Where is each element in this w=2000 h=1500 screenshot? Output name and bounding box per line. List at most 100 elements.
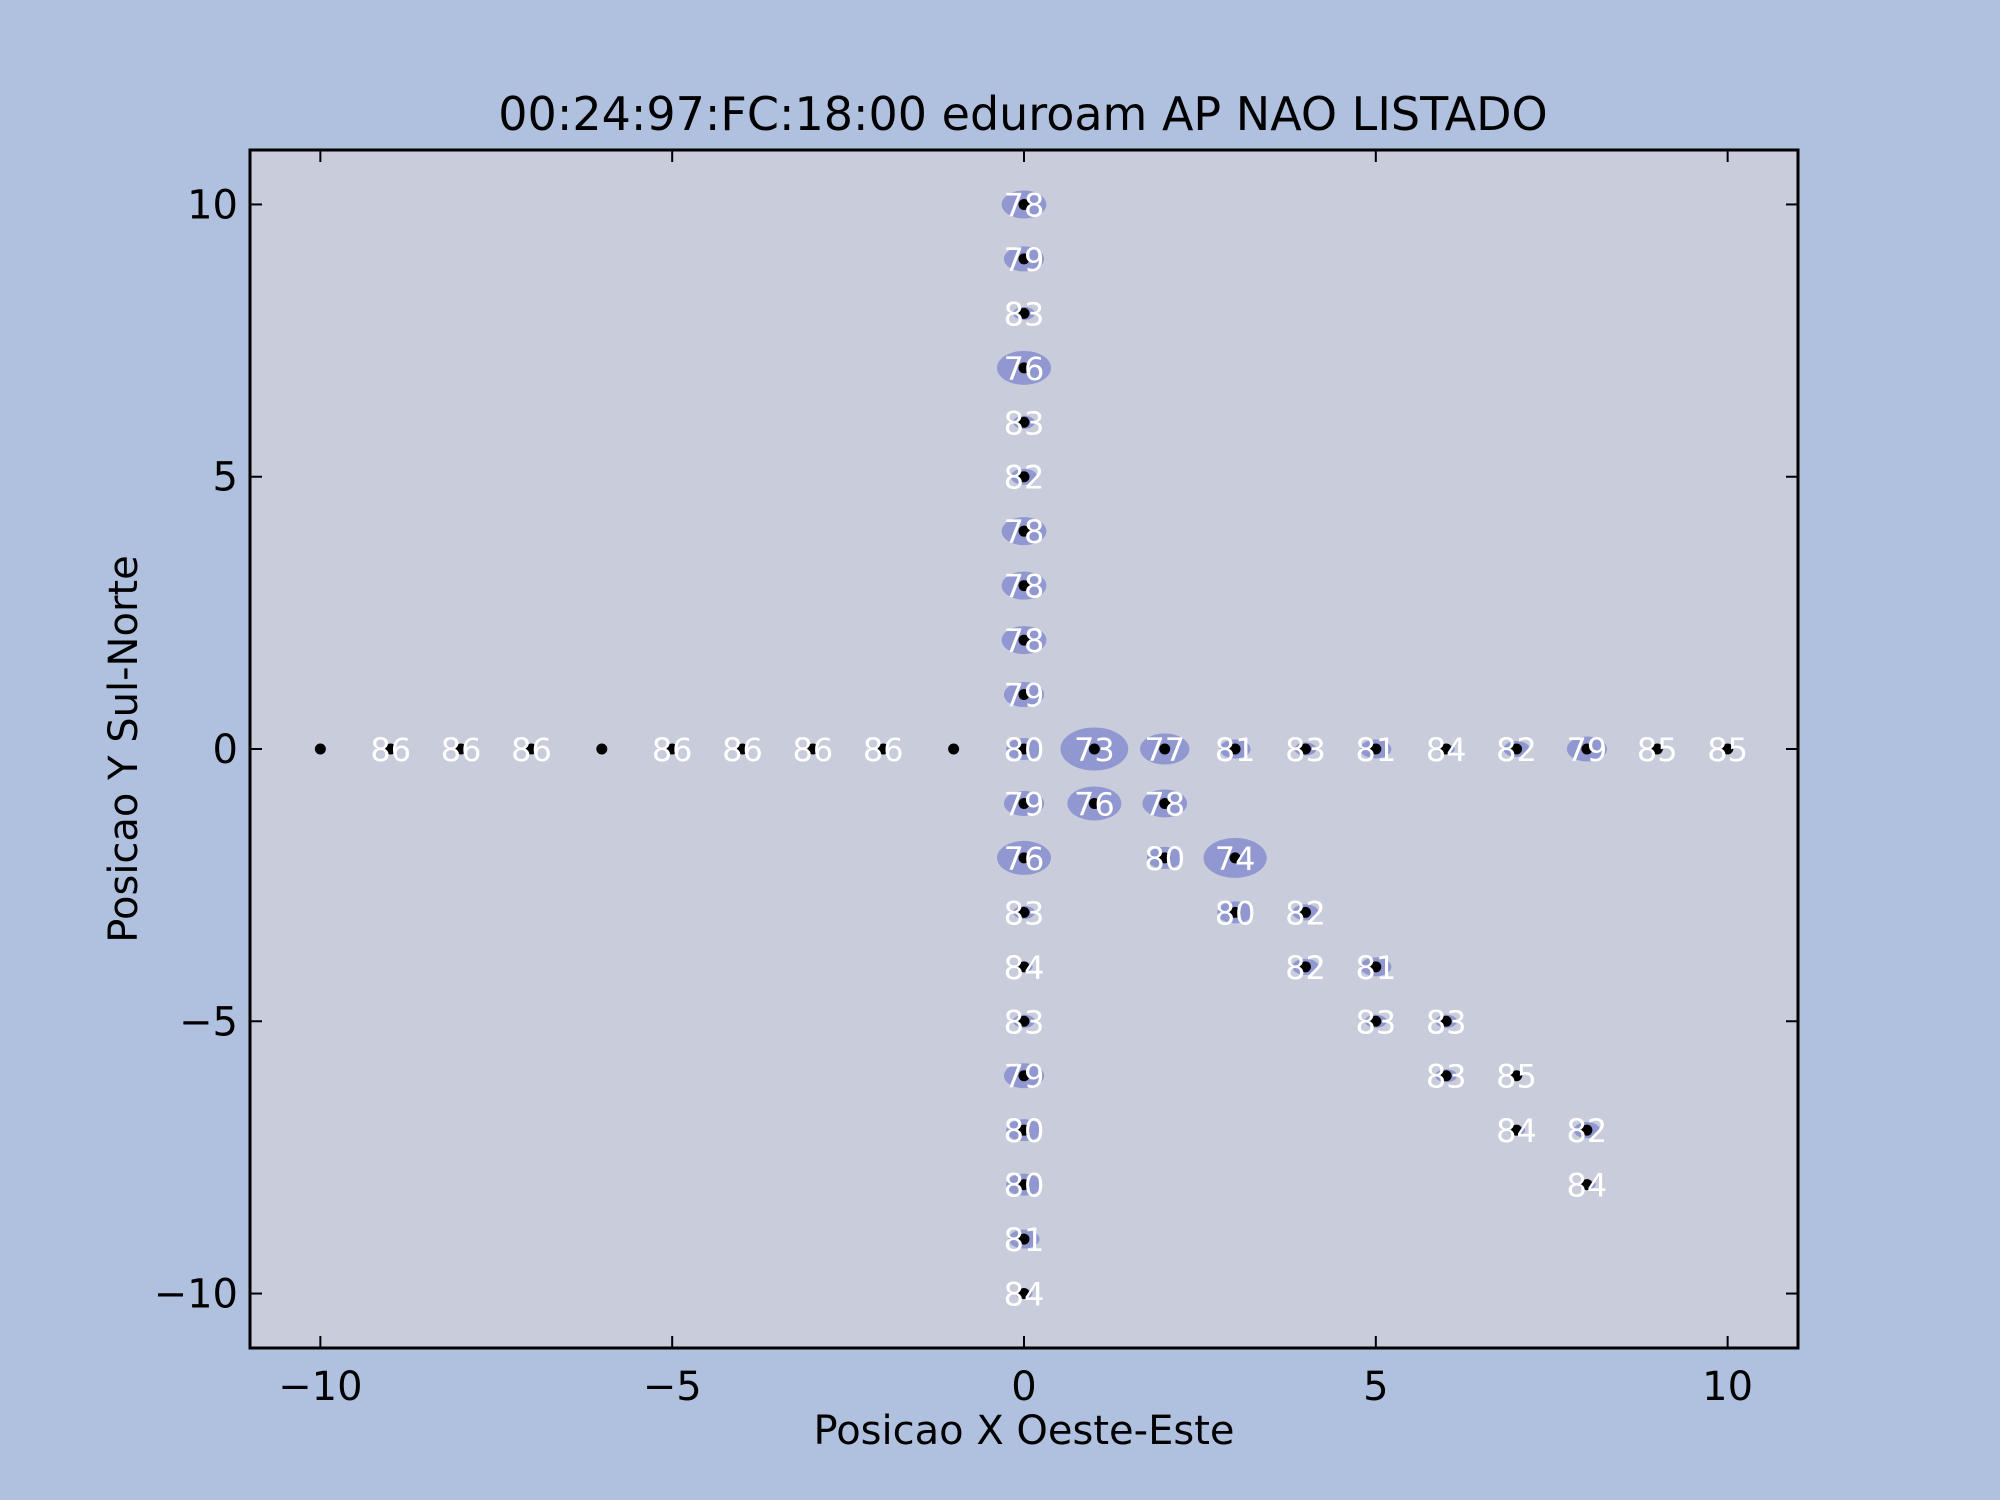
data-point — [1440, 1070, 1452, 1082]
data-point — [455, 743, 467, 755]
y-tick-label: 0 — [213, 727, 238, 773]
data-label: 82 — [1285, 894, 1326, 932]
data-label: 77 — [1144, 731, 1185, 769]
data-label: 83 — [1355, 1003, 1396, 1041]
data-point — [1018, 1070, 1030, 1082]
data-point — [1018, 416, 1030, 428]
data-label: 79 — [1004, 785, 1045, 823]
data-point — [1511, 743, 1523, 755]
data-label: 86 — [441, 731, 482, 769]
data-point — [1159, 743, 1171, 755]
data-point — [1018, 743, 1030, 755]
data-point — [1018, 471, 1030, 483]
data-point — [1018, 362, 1030, 374]
data-label: 85 — [1637, 731, 1678, 769]
data-label: 83 — [1426, 1003, 1467, 1041]
x-tick-label: 0 — [1011, 1364, 1036, 1410]
data-label: 79 — [1004, 241, 1045, 279]
data-point — [1018, 1233, 1030, 1245]
y-tick-label: 5 — [213, 455, 238, 501]
x-tick-label: 5 — [1363, 1364, 1388, 1410]
data-point — [1018, 525, 1030, 537]
data-point — [1229, 906, 1241, 918]
data-label: 84 — [1496, 1112, 1537, 1150]
data-label: 83 — [1004, 894, 1045, 932]
data-point — [1299, 906, 1311, 918]
data-label: 86 — [370, 731, 411, 769]
x-axis-label: Posicao X Oeste-Este — [814, 1408, 1235, 1454]
data-point — [1018, 634, 1030, 646]
data-label: 73 — [1074, 731, 1115, 769]
data-point — [1440, 1015, 1452, 1027]
data-label: 83 — [1004, 1003, 1045, 1041]
data-point — [1088, 797, 1100, 809]
data-label: 78 — [1004, 186, 1045, 224]
data-point — [1088, 743, 1100, 755]
data-point — [1018, 307, 1030, 319]
data-label: 81 — [1355, 731, 1396, 769]
data-label: 78 — [1004, 622, 1045, 660]
data-label: 76 — [1004, 350, 1045, 388]
y-tick-label: 10 — [187, 182, 238, 228]
data-label: 86 — [652, 731, 693, 769]
data-label: 84 — [1004, 949, 1045, 987]
data-point — [1370, 1015, 1382, 1027]
data-point — [314, 743, 326, 755]
data-label: 86 — [863, 731, 904, 769]
data-point — [1370, 961, 1382, 973]
data-point — [1018, 961, 1030, 973]
data-point — [877, 743, 889, 755]
data-label: 78 — [1144, 785, 1185, 823]
data-point — [1018, 797, 1030, 809]
data-label: 83 — [1004, 295, 1045, 333]
chart-title: 00:24:97:FC:18:00 eduroam AP NAO LISTADO — [498, 87, 1547, 141]
data-point — [385, 743, 397, 755]
data-label: 82 — [1004, 459, 1045, 497]
data-point — [1722, 743, 1734, 755]
x-tick-label: −10 — [278, 1364, 362, 1410]
data-point — [1511, 1070, 1523, 1082]
data-label: 78 — [1004, 513, 1045, 551]
data-point — [1018, 253, 1030, 265]
data-point — [1018, 689, 1030, 701]
data-point — [1581, 1179, 1593, 1191]
data-point — [525, 743, 537, 755]
data-label: 81 — [1355, 949, 1396, 987]
data-label: 80 — [1004, 1167, 1045, 1205]
data-label: 85 — [1707, 731, 1748, 769]
data-label: 83 — [1426, 1058, 1467, 1096]
y-tick-label: −5 — [179, 999, 238, 1045]
data-label: 82 — [1496, 731, 1537, 769]
data-point — [1440, 743, 1452, 755]
data-label: 83 — [1285, 731, 1326, 769]
data-point — [1229, 852, 1241, 864]
data-point — [1018, 580, 1030, 592]
data-point — [1370, 743, 1382, 755]
data-point — [1018, 1015, 1030, 1027]
data-point — [1511, 1124, 1523, 1136]
data-point — [1018, 1124, 1030, 1136]
data-point — [948, 743, 960, 755]
data-point — [666, 743, 678, 755]
data-points — [314, 198, 1734, 1300]
data-label: 78 — [1004, 568, 1045, 606]
data-point — [1299, 961, 1311, 973]
x-tick-label: 10 — [1702, 1364, 1753, 1410]
data-label: 80 — [1215, 894, 1256, 932]
data-point — [1018, 906, 1030, 918]
data-point — [1651, 743, 1663, 755]
data-label: 85 — [1496, 1058, 1537, 1096]
data-point — [737, 743, 749, 755]
data-labels: 86 86 86 86 86 86 86 80 73 77 81 83 81 84 82 79 85 85 78 79… — [370, 186, 1748, 1313]
data-label: 84 — [1567, 1167, 1608, 1205]
data-label: 81 — [1004, 1221, 1045, 1259]
data-label: 81 — [1215, 731, 1256, 769]
data-label: 76 — [1004, 840, 1045, 878]
data-point — [1018, 1179, 1030, 1191]
data-point — [1581, 1124, 1593, 1136]
data-point — [1018, 852, 1030, 864]
data-label: 84 — [1426, 731, 1467, 769]
data-point — [1018, 198, 1030, 210]
data-label: 84 — [1004, 1276, 1045, 1314]
